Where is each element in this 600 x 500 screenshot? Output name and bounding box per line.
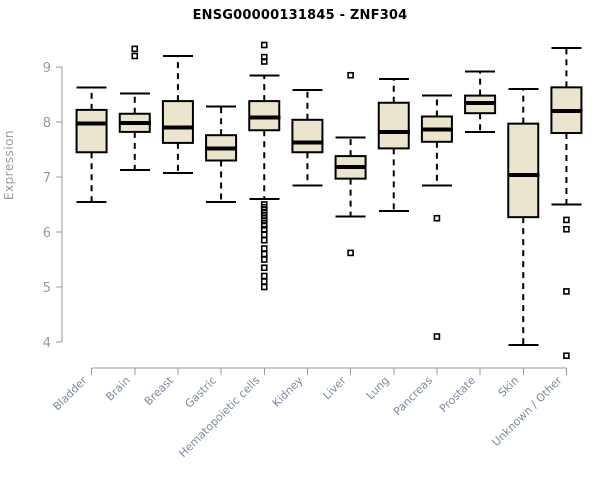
outlier-point: [260, 222, 268, 229]
y-axis: 4 5 6 7 8 9: [43, 61, 63, 351]
box-item: [75, 86, 108, 203]
box-series: [75, 41, 583, 360]
outlier-point: [347, 71, 354, 79]
box-body: [75, 108, 108, 154]
x-tick-label: Pancreas: [391, 374, 435, 418]
y-tick-label: 8: [43, 116, 51, 131]
box-item: [205, 105, 238, 203]
outlier-point: [131, 52, 139, 60]
outlier-point: [260, 58, 268, 65]
x-tick-label: Prostate: [437, 374, 478, 415]
outlier-point: [260, 283, 268, 291]
x-tick-label: Breast: [142, 373, 177, 408]
outlier-point: [260, 225, 268, 233]
x-tick-label: Gastric: [182, 374, 219, 411]
x-tick-label: Brain: [103, 374, 133, 404]
outlier-point: [260, 245, 268, 252]
outlier-point: [131, 45, 139, 53]
x-tick-label: Lung: [364, 374, 392, 402]
outlier-point: [563, 288, 570, 295]
x-tick-label: Skin: [496, 374, 522, 400]
box-item: [377, 78, 410, 213]
y-tick-label: 9: [43, 61, 51, 76]
outlier-point: [563, 216, 570, 224]
y-tick-label: 6: [43, 226, 51, 241]
x-tick-label: Kidney: [270, 374, 306, 410]
outlier-point: [260, 256, 268, 263]
outlier-point: [260, 250, 268, 258]
outlier-point: [260, 264, 268, 272]
y-tick-label: 4: [43, 336, 51, 351]
box-item: [550, 46, 583, 360]
y-tick-label: 7: [43, 171, 51, 186]
outlier-point: [563, 352, 570, 360]
box-item: [291, 89, 324, 187]
x-tick-label: Bladder: [50, 374, 90, 414]
outlier-point: [260, 41, 268, 49]
outlier-point: [347, 249, 354, 257]
outlier-point: [260, 272, 268, 280]
outlier-point: [563, 225, 570, 233]
box-item: [118, 45, 151, 171]
outlier-point: [433, 214, 441, 222]
box-item: [161, 55, 194, 175]
box-body: [507, 122, 540, 219]
x-tick-label: Liver: [320, 374, 349, 403]
outlier-point: [260, 278, 268, 285]
box-item: [248, 41, 281, 291]
y-tick-label: 5: [43, 281, 51, 296]
outlier-point: [260, 231, 268, 239]
page-title: ENSG00000131845 - ZNF304: [192, 8, 408, 23]
box-body: [377, 101, 410, 150]
outlier-point: [433, 333, 441, 340]
box-body: [161, 100, 194, 144]
box-item: [464, 70, 497, 133]
box-body: [291, 118, 324, 154]
outlier-point: [260, 236, 268, 244]
x-tick-label: Hematopoietic cells: [176, 374, 262, 460]
box-item: [334, 71, 367, 257]
box-item: [507, 88, 540, 346]
box-item: [420, 94, 453, 340]
